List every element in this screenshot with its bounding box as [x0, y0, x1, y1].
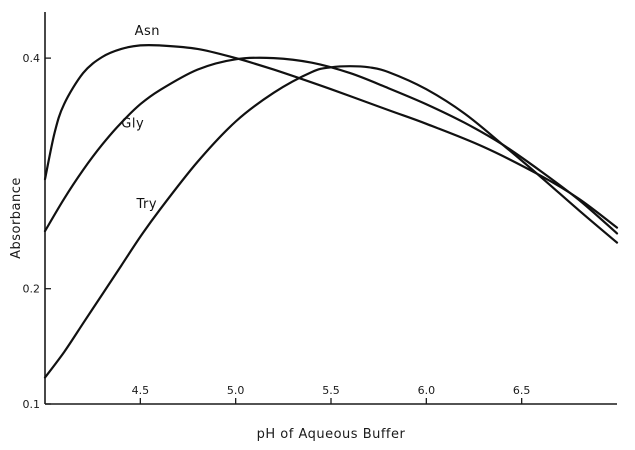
y-axis-title: Absorbance — [9, 177, 24, 259]
series-line-try — [43, 65, 619, 379]
series-label-asn: Asn — [135, 24, 160, 39]
ticks: 4.5 5.0 5.5 6.0 6.5 0.1 0.2 0.4 — [23, 52, 531, 411]
x-tick-label: 6.5 — [513, 384, 531, 397]
series-labels: Asn Gly Try — [121, 24, 160, 212]
curves — [43, 43, 619, 379]
y-tick-label: 0.4 — [23, 52, 41, 65]
y-tick-label: 0.2 — [23, 283, 41, 296]
x-tick-label: 5.0 — [227, 384, 245, 397]
series-line-asn — [43, 43, 619, 229]
x-tick-label: 4.5 — [132, 384, 150, 397]
axes — [44, 12, 617, 405]
series-label-try: Try — [136, 197, 158, 212]
series-line-gly — [43, 56, 619, 235]
series-label-gly: Gly — [121, 116, 144, 131]
x-tick-label: 6.0 — [418, 384, 436, 397]
x-axis-title: pH of Aqueous Buffer — [257, 427, 406, 442]
y-tick-label: 0.1 — [23, 398, 41, 411]
x-tick-label: 5.5 — [322, 384, 340, 397]
